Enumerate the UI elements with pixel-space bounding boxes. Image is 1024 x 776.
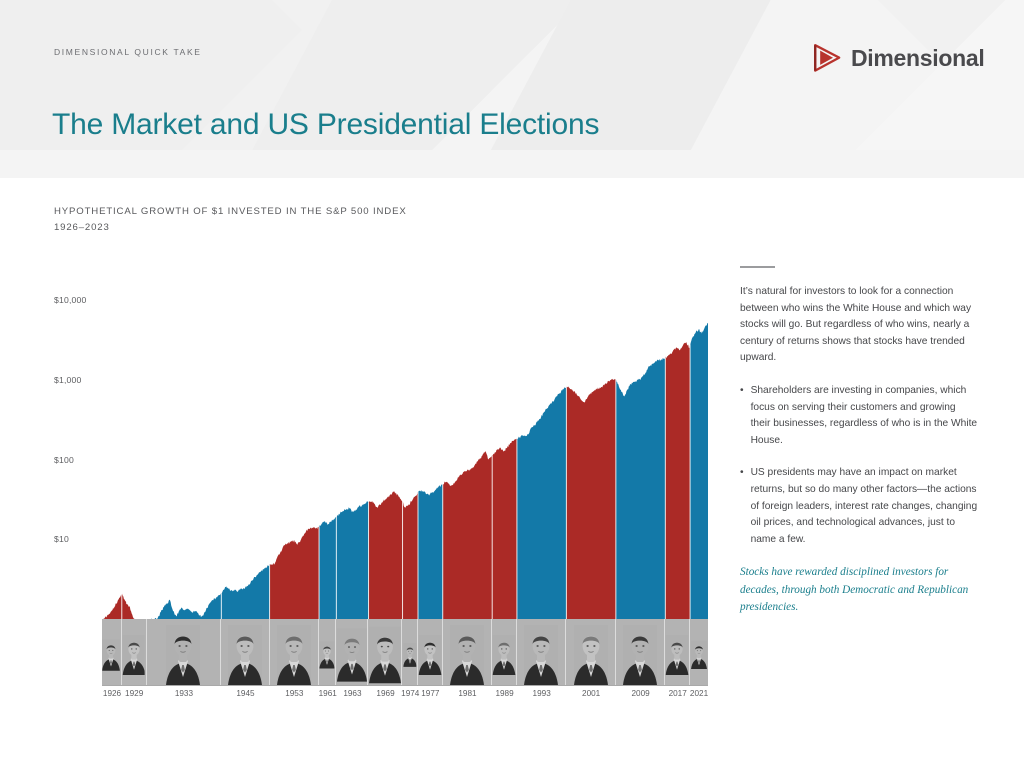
x-axis-tick-label: 1953	[285, 689, 304, 698]
term-band-democrat	[221, 322, 270, 619]
x-axis-tick-label: 1929	[125, 689, 144, 698]
bullet-marker-icon: •	[740, 384, 744, 396]
president-portrait-bill-clinton	[517, 619, 567, 685]
term-divider	[565, 322, 567, 619]
x-axis-tick-label: 1961	[318, 689, 337, 698]
x-axis-tick-label: 2017	[668, 689, 687, 698]
president-portrait-dwight-d-eisenhower	[270, 619, 320, 685]
president-portrait-barack-obama	[616, 619, 666, 685]
term-divider	[442, 322, 444, 619]
president-portrait-calvin-coolidge	[102, 619, 122, 685]
eyebrow-label: DIMENSIONAL QUICK TAKE	[54, 47, 202, 57]
term-band-republican	[442, 322, 493, 619]
x-axis-tick-label: 2021	[689, 689, 709, 698]
president-portrait-harry-s-truman	[221, 619, 270, 685]
term-band-democrat	[690, 322, 708, 619]
term-band-republican	[492, 322, 517, 619]
president-portrait-herbert-hoover	[122, 619, 147, 685]
term-band-republican	[665, 322, 691, 619]
term-divider	[689, 322, 691, 619]
x-axis-tick-label: 1989	[495, 689, 514, 698]
bullet-text: US presidents may have an impact on mark…	[750, 467, 978, 545]
x-axis-tick-label: 1926	[102, 689, 122, 698]
x-axis: 1926 1929 1933 1945 1953 1961 1963 1969 1974 1977…	[102, 689, 708, 707]
x-axis-tick-label: 1981	[458, 689, 477, 698]
term-band-republican	[368, 322, 403, 619]
growth-chart: $10,000 $1,000 $100 $10 1926 1929 1933 1945 195…	[54, 262, 708, 698]
x-axis-line	[102, 685, 708, 686]
term-divider	[318, 322, 320, 619]
term-band-republican	[102, 322, 122, 619]
president-portrait-george-w-bush	[566, 619, 616, 685]
term-divider	[368, 322, 370, 619]
president-portrait-lyndon-b-johnson	[336, 619, 369, 685]
term-divider	[417, 322, 419, 619]
x-axis-tick-label: 1933	[174, 689, 194, 698]
y-axis-tick-label: $10	[54, 534, 69, 545]
dimensional-logo: Dimensional	[812, 43, 985, 73]
y-axis-tick-label: $100	[54, 454, 74, 465]
term-divider	[615, 322, 617, 619]
president-portrait-franklin-d-roosevelt	[147, 619, 222, 685]
term-divider	[335, 322, 337, 619]
page-title: The Market and US Presidential Elections	[52, 108, 600, 141]
header-decor-shape-6	[0, 150, 1024, 178]
bullet-marker-icon: •	[740, 467, 744, 479]
term-band-democrat	[146, 322, 222, 619]
term-divider	[146, 322, 148, 619]
term-band-republican	[402, 322, 418, 619]
x-axis-tick-label: 2001	[582, 689, 601, 698]
list-item: • US presidents may have an impact on ma…	[740, 465, 978, 548]
president-portrait-joe-biden	[690, 619, 708, 685]
term-band-democrat	[516, 322, 567, 619]
president-portrait-gerald-ford	[402, 619, 418, 685]
x-axis-tick-label: 1993	[532, 689, 551, 698]
bullet-text: Shareholders are investing in companies,…	[750, 384, 978, 446]
term-divider	[220, 322, 222, 619]
term-band-republican	[121, 322, 147, 619]
president-portrait-strip	[102, 619, 708, 685]
term-divider	[664, 322, 666, 619]
chart-heading-line2: 1926–2023	[54, 222, 110, 233]
term-band-republican	[566, 322, 616, 619]
president-portrait-jimmy-carter	[418, 619, 443, 685]
president-portrait-george-h-w-bush	[492, 619, 517, 685]
x-axis-tick-label: 2009	[631, 689, 650, 698]
president-portrait-ronald-reagan	[443, 619, 493, 685]
term-divider	[402, 322, 404, 619]
term-divider	[516, 322, 518, 619]
page-header: DIMENSIONAL QUICK TAKE The Market and US…	[0, 0, 1024, 178]
rail-paragraph: It’s natural for investors to look for a…	[740, 286, 972, 364]
list-item: • Shareholders are investing in companie…	[740, 383, 978, 449]
president-portrait-john-f-kennedy	[319, 619, 337, 685]
x-axis-tick-label: 1977	[421, 689, 440, 698]
term-divider	[269, 322, 271, 619]
pull-quote: Stocks have rewarded disciplined investo…	[740, 566, 969, 614]
term-band-republican	[269, 322, 320, 619]
president-portrait-donald-trump	[665, 619, 690, 685]
term-band-democrat	[336, 322, 369, 619]
dimensional-triangle-logo-icon	[812, 43, 842, 73]
commentary-rail: It’s natural for investors to look for a…	[740, 266, 978, 617]
y-axis-tick-label: $10,000	[54, 295, 87, 306]
term-band-democrat	[319, 322, 337, 619]
x-axis-tick-label: 1969	[376, 689, 395, 698]
y-axis-tick-label: $1,000	[54, 374, 82, 385]
chart-heading-line1: HYPOTHETICAL GROWTH OF $1 INVESTED IN TH…	[54, 206, 407, 217]
x-axis-tick-label: 1974	[401, 689, 420, 698]
logo-wordmark: Dimensional	[851, 44, 985, 71]
term-band-democrat	[615, 322, 666, 619]
term-band-democrat	[417, 322, 443, 619]
x-axis-tick-label: 1945	[236, 689, 255, 698]
president-portrait-richard-nixon	[368, 619, 403, 685]
term-divider	[121, 322, 123, 619]
x-axis-tick-label: 1963	[343, 689, 362, 698]
rail-divider	[740, 266, 775, 268]
chart-plot-area	[102, 262, 708, 619]
term-divider	[491, 322, 493, 619]
chart-heading: HYPOTHETICAL GROWTH OF $1 INVESTED IN TH…	[54, 204, 407, 236]
